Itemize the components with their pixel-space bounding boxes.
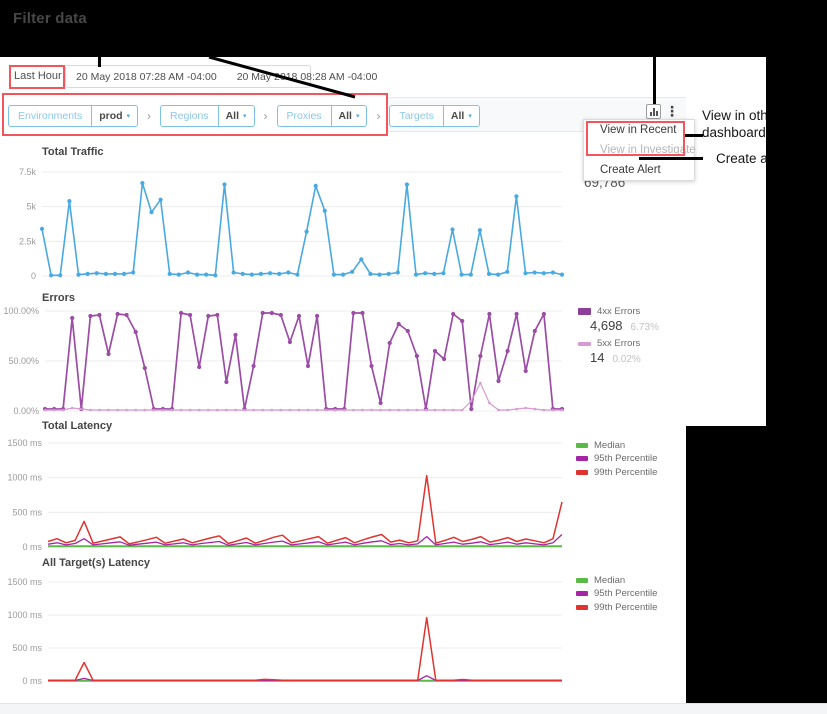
context-menu: View in Recent View in Investigate Creat… (583, 119, 696, 181)
svg-text:1500 ms: 1500 ms (7, 438, 42, 448)
svg-text:500 ms: 500 ms (12, 507, 42, 517)
svg-text:7.5k: 7.5k (19, 167, 37, 177)
svg-text:0.00%: 0.00% (13, 406, 39, 416)
bar-chart-icon[interactable] (646, 104, 661, 119)
legend-5xx-value: 14 0.02% (590, 350, 641, 365)
legend-median: Median (576, 440, 625, 451)
menu-item-create-alert[interactable]: Create Alert (600, 164, 661, 176)
svg-text:5k: 5k (26, 202, 36, 212)
breadcrumb-separator: › (376, 109, 381, 123)
filter-breadcrumb-row: Environments prod ▾ › Regions All ▾ › Prox… (8, 105, 480, 127)
filter-label: Regions (170, 110, 209, 122)
filter-label: Targets (399, 110, 434, 122)
chart-title-total-traffic: Total Traffic (42, 146, 104, 158)
chevron-down-icon: ▾ (243, 113, 247, 120)
filter-environments[interactable]: Environments prod ▾ (8, 105, 139, 127)
top-black-band: Filter data (0, 0, 827, 57)
chevron-down-icon: ▾ (355, 113, 360, 120)
5xx-swatch-icon (578, 341, 591, 346)
svg-text:2.5k: 2.5k (19, 236, 37, 246)
legend-99th: 99th Percentile (576, 467, 657, 478)
filter-value: All (338, 110, 352, 122)
right-black-band-lower (686, 426, 827, 703)
svg-text:1000 ms: 1000 ms (7, 610, 42, 620)
filter-label: Proxies (286, 110, 322, 122)
annotation-dashboard-note: View in oth dashboard (702, 108, 768, 140)
annotation-line-dashboard-note (685, 134, 703, 137)
legend-95th: 95th Percentile (576, 453, 657, 464)
chart-title-errors: Errors (42, 292, 76, 304)
legend-5xx: 5xx Errors (578, 338, 640, 349)
breadcrumb-separator: › (147, 109, 152, 123)
legend-4xx-value: 4,698 6.73% (590, 318, 659, 333)
menu-item-view-in-recent[interactable]: View in Recent (600, 124, 677, 136)
menu-item-view-in-investigate[interactable]: View in Investigate (600, 144, 696, 156)
breadcrumb-separator: › (263, 109, 268, 123)
filter-proxies[interactable]: Proxies All ▾ (276, 105, 368, 127)
99th-swatch-icon (576, 470, 588, 475)
legend-median: Median (576, 575, 625, 586)
median-swatch-icon (576, 443, 588, 448)
filter-targets[interactable]: Targets All ▾ (389, 105, 480, 127)
annotation-line-chart-icon (653, 57, 656, 104)
svg-text:100.00%: 100.00% (3, 306, 39, 316)
95th-swatch-icon (576, 456, 588, 461)
footer-bar (0, 703, 827, 714)
99th-swatch-icon (576, 605, 588, 610)
svg-text:500 ms: 500 ms (12, 643, 42, 653)
annotation-line-create-alert (639, 157, 703, 160)
legend-95th: 95th Percentile (576, 588, 657, 599)
svg-text:0 ms: 0 ms (22, 676, 42, 686)
annotation-box-menu (586, 121, 685, 156)
svg-text:0 ms: 0 ms (22, 542, 42, 552)
svg-text:50.00%: 50.00% (8, 356, 39, 366)
legend-4xx: 4xx Errors (578, 306, 640, 317)
kebab-menu-icon[interactable]: ⋮ (665, 103, 679, 119)
filter-regions[interactable]: Regions All ▾ (160, 105, 255, 127)
filter-label: Environments (18, 110, 83, 122)
filter-value: All (225, 110, 239, 122)
annotation-box-filters (2, 93, 388, 136)
chart-title-all-targets-latency: All Target(s) Latency (42, 557, 150, 569)
date-start: 20 May 2018 07:28 AM -04:00 (76, 70, 217, 83)
filter-value: All (450, 110, 465, 122)
time-range-label: Last Hour (14, 70, 62, 82)
chevron-down-icon: ▾ (126, 113, 131, 120)
svg-text:0: 0 (31, 271, 36, 281)
median-swatch-icon (576, 578, 588, 583)
filter-value: prod (99, 110, 123, 122)
legend-99th: 99th Percentile (576, 602, 657, 613)
filter-data-annotation-label: Filter data (13, 10, 87, 27)
chart-title-total-latency: Total Latency (42, 420, 113, 432)
4xx-swatch-icon (578, 308, 591, 315)
right-black-band-upper (766, 57, 827, 426)
svg-text:1500 ms: 1500 ms (7, 577, 42, 587)
chevron-down-icon: ▾ (468, 113, 472, 120)
95th-swatch-icon (576, 591, 588, 596)
annotation-box-last-hour (9, 65, 65, 89)
svg-text:1000 ms: 1000 ms (7, 473, 42, 483)
annotation-create-alert-note: Create a (716, 151, 768, 166)
annotation-line-last-hour (98, 57, 101, 67)
